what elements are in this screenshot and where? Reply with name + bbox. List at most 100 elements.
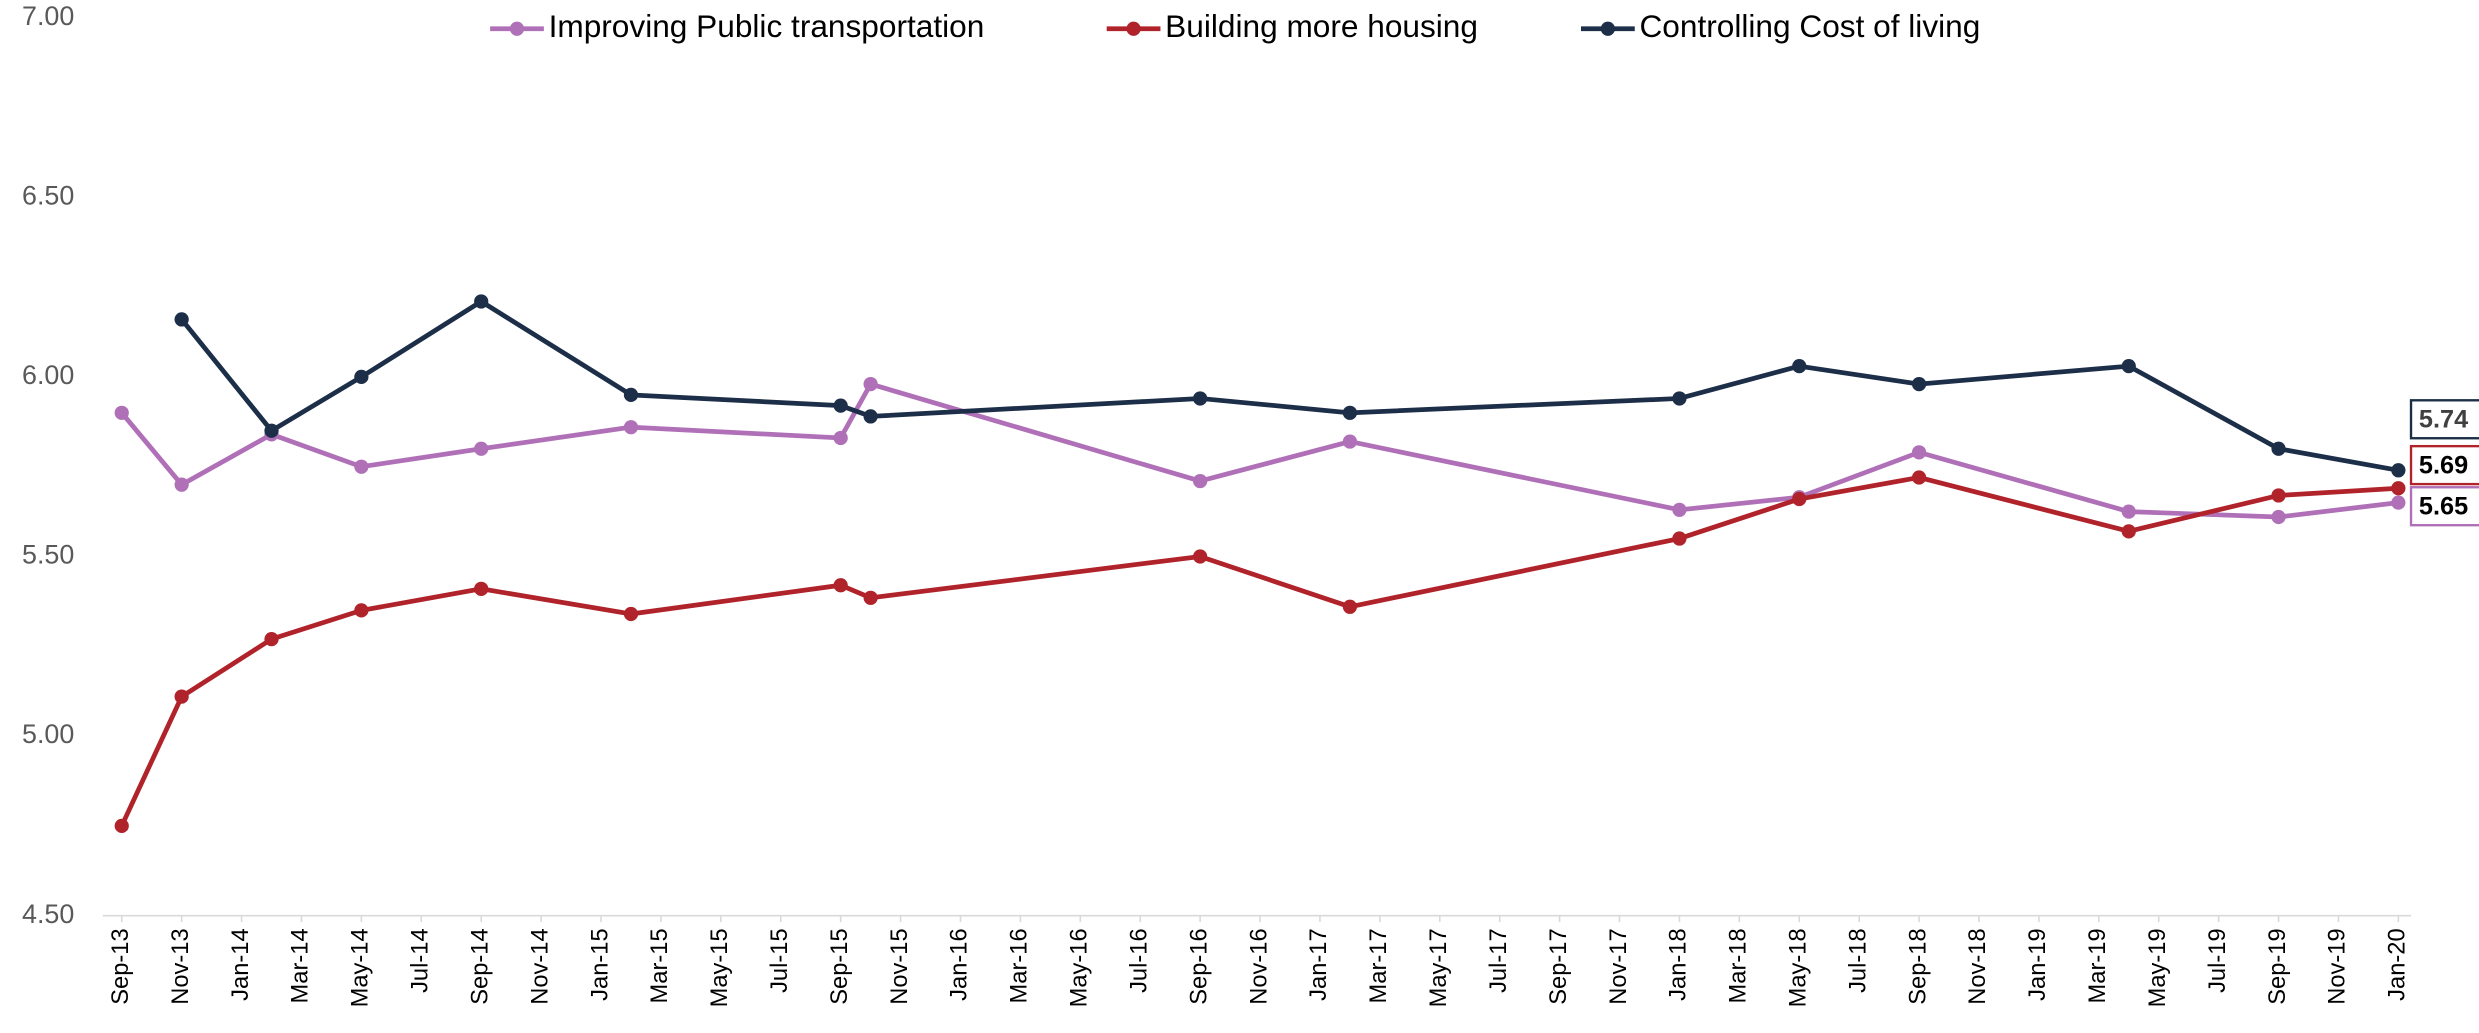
series-point [264,632,279,647]
x-tick-label: May-15 [707,928,733,1007]
series-point [2391,463,2406,478]
series-point [1911,470,1927,485]
series-point [2391,495,2406,510]
legend-marker [509,21,525,36]
series-point [1672,531,1687,546]
end-label-box [2409,399,2479,440]
x-tick-label: Mar-18 [1726,928,1752,1003]
series-point [174,689,189,704]
x-tick-label: Mar-17 [1366,928,1392,1003]
x-tick-label: Nov-16 [1246,928,1272,1004]
x-tick-label: Jan-17 [1306,928,1332,1000]
legend-item: Improving Public transportation [490,8,984,44]
series-point [863,590,878,605]
series-point [1792,491,1807,507]
x-tick-label: Jan-20 [2385,928,2411,1000]
y-tick-label: 6.00 [22,360,74,390]
series-point [1911,445,1927,460]
x-tick-label: Nov-15 [887,928,913,1004]
series-point [1672,502,1687,517]
x-tick-label: Jul-14 [408,928,434,993]
legend-marker [1600,21,1615,36]
series-line [119,381,2399,520]
x-tick-label: Nov-14 [527,928,553,1004]
x-tick-label: Jul-17 [1486,928,1512,993]
end-label: 5.74 [2409,399,2479,440]
x-tick-label: Nov-18 [1965,928,1991,1004]
series-point [474,441,489,456]
x-tick-label: Sep-14 [467,928,493,1004]
x-tick-label: Jul-18 [1845,928,1871,993]
x-tick-label: Nov-13 [168,928,194,1004]
series-point [2271,488,2286,503]
x-tick-label: May-17 [1426,928,1452,1007]
series-point [354,369,369,385]
series-point [2121,504,2136,519]
end-label: 5.69 [2409,444,2479,486]
x-tick-label: Sep-19 [2265,928,2291,1004]
series-point [474,294,489,309]
legend-label: Controlling Cost of living [1639,8,1980,44]
series-point [1342,405,1358,420]
x-tick-label: Jan-18 [1666,928,1692,1000]
legend-item: Controlling Cost of living [1580,8,1980,44]
x-tick-label: Jan-14 [228,928,254,1000]
series-point [1193,473,1208,489]
y-tick-label: 7.00 [22,1,74,31]
x-tick-label: Sep-17 [1546,928,1572,1004]
x-tick-label: Nov-17 [1606,928,1632,1004]
series-point [2391,481,2406,496]
series-point [623,606,639,622]
end-label-box [2409,486,2479,527]
end-label: 5.65 [2409,486,2479,527]
x-tick-label: May-14 [348,928,374,1007]
series-point [1193,549,1208,564]
end-label-text: 5.69 [2419,451,2468,479]
x-tick-label: Jan-19 [2025,928,2051,1000]
series-point [174,477,189,492]
x-tick-label: Mar-15 [647,928,673,1003]
series-point [863,409,878,424]
x-tick-label: May-16 [1067,928,1093,1007]
series-point [1672,391,1687,406]
end-label-text: 5.74 [2419,406,2468,434]
series-point [863,376,878,392]
series-line [119,475,2399,827]
series-point [2121,359,2136,374]
series-point [264,423,279,438]
y-tick-label: 4.50 [22,899,74,929]
y-tick-label: 5.50 [22,540,74,570]
x-tick-label: Jul-15 [767,928,793,993]
x-tick-label: May-19 [2145,928,2171,1007]
y-tick-label: 5.00 [22,719,74,749]
end-label-box [2409,444,2479,486]
x-tick-label: Sep-13 [108,928,134,1004]
series-point [833,398,848,413]
series-point [174,312,189,327]
x-tick-label: May-18 [1786,928,1812,1007]
series-point [2271,509,2286,525]
legend-marker [1126,21,1141,36]
series-point [833,430,848,446]
series-point [1342,434,1358,449]
series-point [623,387,639,402]
legend-item: Building more housing [1106,8,1478,44]
end-label-text: 5.65 [2419,492,2468,520]
series-point [354,459,369,474]
series-point [833,578,848,593]
series-point [114,405,129,420]
x-tick-label: Mar-16 [1007,928,1033,1003]
legend-label: Improving Public transportation [549,8,985,44]
series-point [114,818,129,834]
series-point [1193,391,1208,406]
series-point [1792,359,1807,374]
x-tick-label: Mar-19 [2085,928,2111,1003]
x-tick-label: Jan-15 [587,928,613,1000]
x-tick-label: Jul-16 [1126,928,1152,993]
x-tick-label: Jul-19 [2205,928,2231,993]
x-tick-label: Sep-18 [1905,928,1931,1004]
series-point [1342,599,1358,614]
x-tick-label: Mar-14 [288,928,314,1003]
series-point [623,420,639,435]
